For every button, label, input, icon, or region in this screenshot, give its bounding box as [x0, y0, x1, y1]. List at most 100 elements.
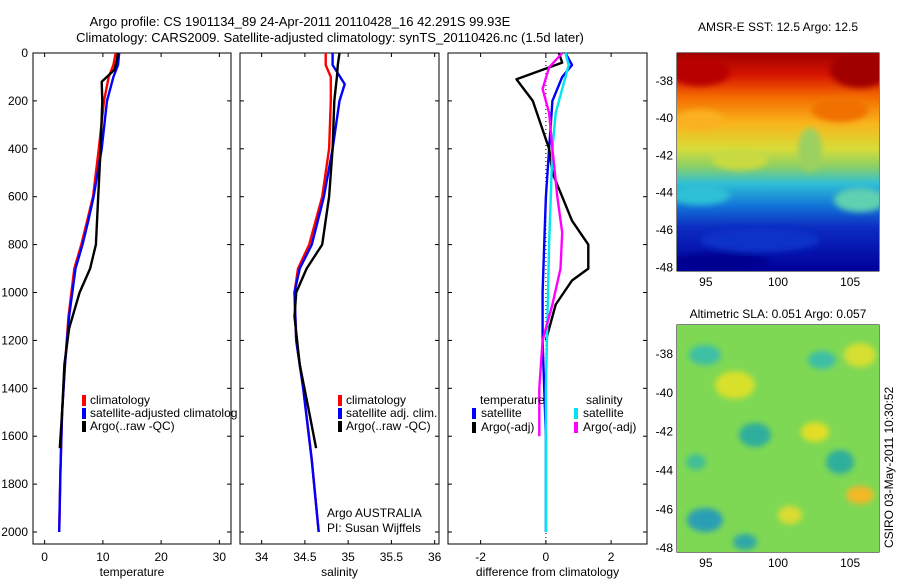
- sla-low-blob: [739, 423, 771, 447]
- difference-legend-swatch: [472, 408, 476, 419]
- salinity-legend-label: climatology: [346, 393, 406, 407]
- sst_map-ytick-label: -40: [656, 111, 674, 125]
- depth-tick-label: 2000: [1, 525, 28, 539]
- sst-green-blob: [712, 150, 768, 170]
- salinity-series-line: [293, 52, 341, 449]
- temperature-series-line: [58, 52, 120, 449]
- salinity-plot: 34 34.5 35 35.5 36 salinity: [239, 52, 442, 579]
- sla-low-blob: [733, 534, 757, 550]
- sla-high-blob: [778, 506, 802, 524]
- salinity-xtick-label: 35.5: [380, 550, 404, 564]
- salinity-xtick-label: 34.5: [293, 550, 317, 564]
- difference-xlabel: difference from climatology: [476, 565, 619, 579]
- temperature-plot: 0 10 20 30 0 200 400 600 800 1000 1200 1400 1600 1800…: [1, 46, 232, 579]
- depth-tick-label: 800: [8, 238, 28, 252]
- sla-map: [677, 325, 879, 552]
- sst-map: [677, 53, 879, 271]
- sla_map-ytick-label: -42: [656, 425, 674, 439]
- depth-tick-label: 1200: [1, 333, 28, 347]
- temperature-xlabel: temperature: [100, 565, 165, 579]
- sst_map-ytick-label: -46: [656, 223, 674, 237]
- depth-tick-label: 1000: [1, 286, 28, 300]
- difference-xtick-label: 0: [543, 550, 550, 564]
- difference-legend-swatch: [574, 408, 578, 419]
- salinity-xtick-label: 36: [428, 550, 442, 564]
- sla_map-ytick-label: -46: [656, 502, 674, 516]
- temperature-legend-label: Argo(..raw -QC): [90, 419, 175, 433]
- temperature-legend-label: climatology: [90, 393, 150, 407]
- difference-legend-swatch: [574, 422, 578, 433]
- sst_map-ytick-label: -38: [656, 74, 674, 88]
- depth-tick-label: 1800: [1, 477, 28, 491]
- salinity-legend-swatch: [338, 408, 342, 419]
- difference-legend-label: Argo(-adj): [583, 420, 636, 434]
- sla-low-blob: [689, 345, 721, 365]
- sst-blue-blob: [700, 228, 820, 252]
- sla-map-texture: [686, 343, 876, 550]
- salinity-legend-swatch: [338, 421, 342, 432]
- sla_map-xtick-label: 95: [699, 556, 713, 570]
- sst_map-xtick-label: 105: [840, 275, 860, 289]
- sst_map-ytick-label: -44: [656, 186, 674, 200]
- temperature-xtick-label: 30: [213, 550, 227, 564]
- sst-green-blob: [798, 128, 822, 172]
- sla-high-blob: [715, 371, 755, 399]
- depth-tick-label: 1400: [1, 381, 28, 395]
- footer-stamp: CSIRO 03-May-2011 10:30:52: [882, 386, 896, 548]
- difference-series-line: [515, 52, 590, 341]
- temperature-xtick-label: 0: [41, 550, 48, 564]
- salinity-annotation-line: PI: Susan Wijffels: [327, 521, 421, 535]
- sla-low-blob: [686, 454, 706, 470]
- temperature-axes-frame: [32, 52, 232, 545]
- difference-legend-title: temperature: [480, 393, 545, 407]
- temperature-legend-swatch: [82, 408, 86, 419]
- depth-tick-label: 400: [8, 142, 28, 156]
- salinity-legend-swatch: [338, 395, 342, 406]
- sla_map-ytick-label: -40: [656, 386, 674, 400]
- sst-map-texture: [677, 53, 879, 271]
- sst-mid-blob: [677, 110, 724, 130]
- difference-xtick-label: 2: [608, 550, 615, 564]
- temperature-xtick-label: 10: [96, 550, 110, 564]
- sst-cyan-blob: [677, 185, 730, 205]
- salinity-xtick-label: 35: [341, 550, 355, 564]
- title-line-2: Climatology: CARS2009. Satellite-adjuste…: [76, 30, 584, 45]
- depth-tick-label: 0: [21, 46, 28, 60]
- sst_map-xtick-label: 95: [699, 275, 713, 289]
- sla_map-title: Altimetric SLA: 0.051 Argo: 0.057: [690, 307, 867, 321]
- salinity-annotation-line: Argo AUSTRALIA: [327, 506, 422, 520]
- temperature-legend-label: satellite-adjusted climatolog: [90, 406, 237, 420]
- sst-warm-blob: [677, 58, 730, 86]
- temperature-legend-swatch: [82, 421, 86, 432]
- sla-low-blob: [808, 351, 836, 369]
- temperature-legend-swatch: [82, 395, 86, 406]
- sla-low-blob: [687, 508, 723, 532]
- sst_map-ytick-label: -48: [656, 260, 674, 274]
- temperature-xtick-label: 20: [154, 550, 168, 564]
- difference-xtick-label: -2: [475, 550, 486, 564]
- sst-mid-blob: [812, 98, 868, 122]
- sla-high-blob: [846, 486, 874, 504]
- salinity-legend-label: satellite adj. clim.: [346, 406, 437, 420]
- difference-legend-swatch: [472, 422, 476, 433]
- difference-series-line: [544, 52, 570, 532]
- difference-legend-title: salinity: [586, 393, 623, 407]
- difference-legend-label: Argo(-adj): [481, 420, 534, 434]
- difference-legend-label: satellite: [583, 406, 624, 420]
- difference-legend-label: satellite: [481, 406, 522, 420]
- salinity-xlabel: salinity: [321, 565, 358, 579]
- depth-tick-label: 1600: [1, 429, 28, 443]
- sla_map-xtick-label: 100: [768, 556, 788, 570]
- sla_map-ytick-label: -48: [656, 541, 674, 555]
- sla_map-ytick-label: -38: [656, 347, 674, 361]
- sst_map-ytick-label: -42: [656, 148, 674, 162]
- sla-low-blob: [826, 450, 854, 474]
- depth-tick-label: 200: [8, 94, 28, 108]
- sst_map-xtick-label: 100: [768, 275, 788, 289]
- sla_map-ytick-label: -44: [656, 464, 674, 478]
- difference-series-line: [538, 52, 564, 437]
- sst-cyan-blob: [834, 188, 879, 212]
- sla-high-blob: [844, 343, 876, 367]
